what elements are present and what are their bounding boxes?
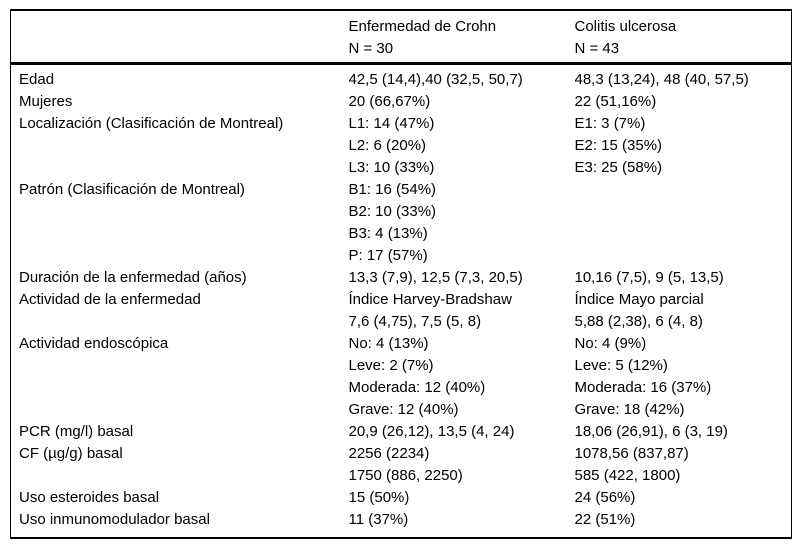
row-label: PCR (mg/l) basal — [19, 423, 134, 440]
table-row: Uso esteroides basal 15 (50%) 24 (56%) — [11, 487, 792, 509]
table-row: CF (µg/g) basal 2256 (2234) 1750 (886, 2… — [11, 443, 792, 487]
table-row: PCR (mg/l) basal 20,9 (26,12), 13,5 (4, … — [11, 421, 792, 443]
crohn-value-cell: 11 (37%) — [348, 511, 409, 528]
row-label: Actividad endoscópica — [19, 335, 169, 352]
row-label: Patrón (Clasificación de Montreal) — [19, 181, 245, 198]
table-row: Localización (Clasificación de Montreal)… — [11, 113, 792, 179]
table-row: Edad 42,5 (14,4),40 (32,5, 50,7) 48,3 (1… — [11, 64, 792, 92]
crohn-value-cell: 13,3 (7,9), 12,5 (7,3, 20,5) — [348, 269, 523, 286]
colitis-value-cell — [575, 179, 792, 267]
colitis-value-cell: 1078,56 (837,87) 585 (422, 1800) — [574, 445, 689, 484]
colitis-value-cell: 48,3 (13,24), 48 (40, 57,5) — [574, 71, 749, 88]
colitis-value-cell: 22 (51%) — [574, 511, 636, 528]
crohn-value-cell: Índice Harvey-Bradshaw 7,6 (4,75), 7,5 (… — [348, 291, 512, 330]
row-label: Uso inmunomodulador basal — [19, 511, 210, 528]
table-row: Patrón (Clasificación de Montreal) B1: 1… — [11, 179, 792, 267]
colitis-value-cell: 18,06 (26,91), 6 (3, 19) — [574, 423, 728, 440]
patient-characteristics-table: Enfermedad de Crohn N = 30 Colitis ulcer… — [10, 9, 792, 539]
header-crohn-cell: Enfermedad de Crohn N = 30 — [348, 10, 575, 65]
colitis-value-cell: 24 (56%) — [574, 489, 636, 506]
row-label: Uso esteroides basal — [19, 489, 160, 506]
table-row: Actividad de la enfermedad Índice Harvey… — [11, 289, 792, 333]
header-colitis-cell: Colitis ulcerosa N = 43 — [574, 10, 792, 65]
row-label: Edad — [19, 71, 55, 88]
row-label: Actividad de la enfermedad — [19, 291, 201, 308]
header-empty-cell — [10, 10, 349, 65]
row-label: Duración de la enfermedad (años) — [19, 269, 247, 286]
row-label: Localización (Clasificación de Montreal) — [19, 115, 284, 132]
crohn-value-cell: B1: 16 (54%) B2: 10 (33%) B3: 4 (13%) P:… — [348, 181, 437, 264]
table-row: Mujeres 20 (66,67%) 22 (51,16%) — [11, 91, 792, 113]
table-row: Duración de la enfermedad (años) 13,3 (7… — [11, 267, 792, 289]
colitis-value-cell: No: 4 (9%) Leve: 5 (12%) Moderada: 16 (3… — [574, 335, 712, 418]
row-label: Mujeres — [19, 93, 73, 110]
colitis-value-cell: 22 (51,16%) — [574, 93, 657, 110]
crohn-value-cell: 2256 (2234) 1750 (886, 2250) — [348, 445, 463, 484]
table-body: Edad 42,5 (14,4),40 (32,5, 50,7) 48,3 (1… — [11, 64, 792, 539]
header-row: Enfermedad de Crohn N = 30 Colitis ulcer… — [10, 10, 792, 65]
crohn-value-cell: L1: 14 (47%) L2: 6 (20%) L3: 10 (33%) — [348, 115, 435, 176]
row-label: CF (µg/g) basal — [19, 445, 123, 462]
table-row: Uso inmunomodulador basal 11 (37%) 22 (5… — [11, 509, 792, 538]
table-header: Enfermedad de Crohn N = 30 Colitis ulcer… — [10, 10, 792, 65]
crohn-value-cell: 42,5 (14,4),40 (32,5, 50,7) — [348, 71, 523, 88]
colitis-value-cell: E1: 3 (7%) E2: 15 (35%) E3: 25 (58%) — [574, 115, 663, 176]
crohn-value-cell: 15 (50%) — [348, 489, 410, 506]
crohn-value-cell: No: 4 (13%) Leve: 2 (7%) Moderada: 12 (4… — [348, 335, 486, 418]
colitis-value-cell: 10,16 (7,5), 9 (5, 13,5) — [574, 269, 724, 286]
table-row: Actividad endoscópica No: 4 (13%) Leve: … — [11, 333, 792, 421]
colitis-value-cell: Índice Mayo parcial 5,88 (2,38), 6 (4, 8… — [574, 291, 704, 330]
crohn-value-cell: 20,9 (26,12), 13,5 (4, 24) — [348, 423, 515, 440]
crohn-value-cell: 20 (66,67%) — [348, 93, 431, 110]
